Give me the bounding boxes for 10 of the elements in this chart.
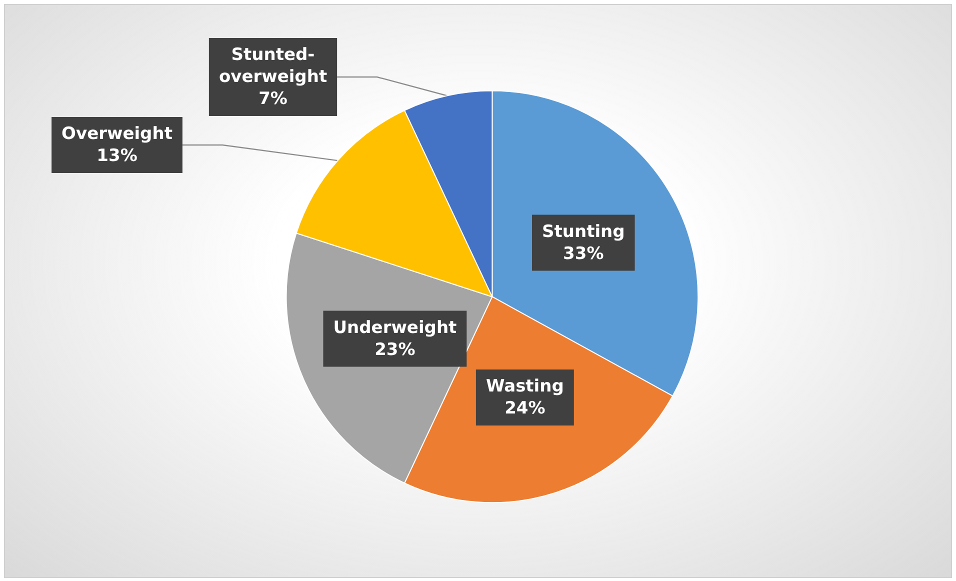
slice-label: Stunting (542, 222, 625, 242)
data-label: 23% (374, 340, 416, 360)
slice-label: Stunted-overweight (218, 45, 328, 87)
slice-label: Underweight (333, 318, 457, 338)
slice-label: Wasting (486, 376, 564, 396)
data-label: 13% (96, 146, 138, 166)
data-label: 33% (563, 244, 604, 264)
data-label: 7% (258, 89, 288, 109)
data-label: 24% (504, 398, 546, 418)
slice-label: Overweight (62, 124, 172, 144)
